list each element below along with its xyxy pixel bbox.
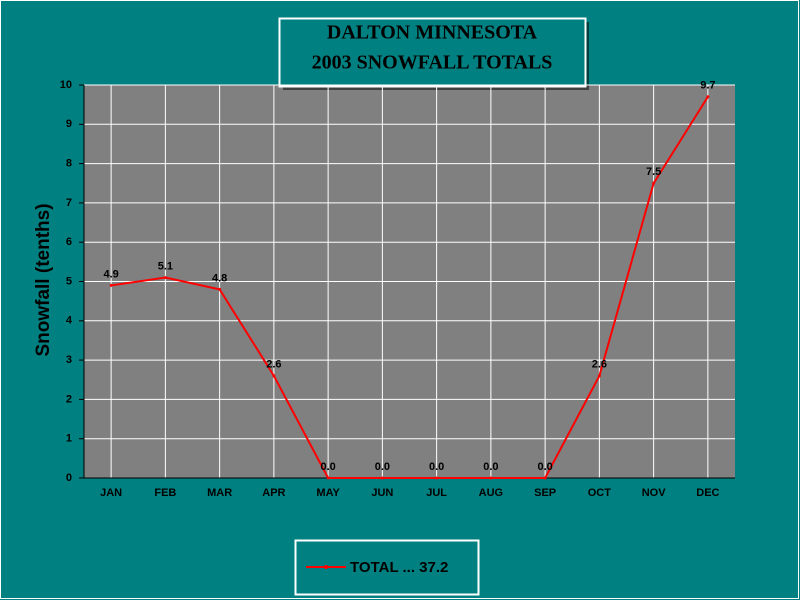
data-label: 0.0: [375, 461, 390, 473]
point: [272, 374, 276, 378]
point: [218, 287, 222, 291]
x-tick-label: MAR: [207, 487, 232, 499]
x-tick-label: NOV: [642, 487, 667, 499]
x-tick-label: JAN: [100, 487, 122, 499]
x-tick-label: JUL: [426, 487, 447, 499]
point: [163, 276, 167, 280]
point: [543, 476, 547, 480]
x-tick-label: OCT: [588, 487, 612, 499]
data-label: 0.0: [320, 461, 335, 473]
y-tick-label: 3: [66, 354, 72, 366]
title-box: [278, 17, 587, 88]
x-tick-label: DEC: [696, 487, 719, 499]
legend-marker: [324, 565, 328, 569]
x-tick-label: FEB: [154, 487, 176, 499]
y-tick-label: 8: [66, 158, 72, 170]
point: [109, 283, 113, 287]
y-tick-label: 6: [66, 236, 72, 248]
y-tick-label: 0: [66, 472, 72, 484]
data-label: 4.8: [212, 272, 227, 284]
y-tick-label: 2: [66, 393, 72, 405]
point: [380, 476, 384, 480]
data-label: 2.6: [266, 359, 281, 371]
point: [326, 476, 330, 480]
data-label: 5.1: [158, 260, 173, 272]
point: [435, 476, 439, 480]
y-tick-label: 5: [66, 275, 72, 287]
point: [597, 374, 601, 378]
data-label: 9.7: [700, 80, 715, 92]
legend-label: TOTAL ... 37.2: [350, 559, 448, 576]
data-label: 4.9: [103, 268, 118, 280]
x-tick-label: APR: [262, 487, 285, 499]
y-tick-label: 1: [66, 433, 72, 445]
y-tick-label: 9: [66, 118, 72, 130]
x-tick-label: JUN: [371, 487, 393, 499]
x-tick-label: AUG: [479, 487, 503, 499]
data-label: 0.0: [483, 461, 498, 473]
y-tick-label: 10: [60, 79, 72, 91]
x-tick-label: MAY: [316, 487, 340, 499]
data-label: 7.5: [646, 166, 661, 178]
data-label: 0.0: [537, 461, 552, 473]
point: [489, 476, 493, 480]
data-label: 0.0: [429, 461, 444, 473]
line: [110, 96, 709, 479]
y-tick-label: 4: [66, 315, 73, 327]
y-tick-label: 7: [66, 197, 72, 209]
point: [652, 181, 656, 185]
point: [706, 95, 710, 99]
data-label: 2.6: [592, 359, 607, 371]
y-axis-label: Snowfall (tenths): [33, 203, 54, 356]
chart-title: DALTON MINNESOTA: [327, 22, 538, 44]
chart-title: 2003 SNOWFALL TOTALS: [312, 52, 553, 74]
x-tick-label: SEP: [534, 487, 556, 499]
